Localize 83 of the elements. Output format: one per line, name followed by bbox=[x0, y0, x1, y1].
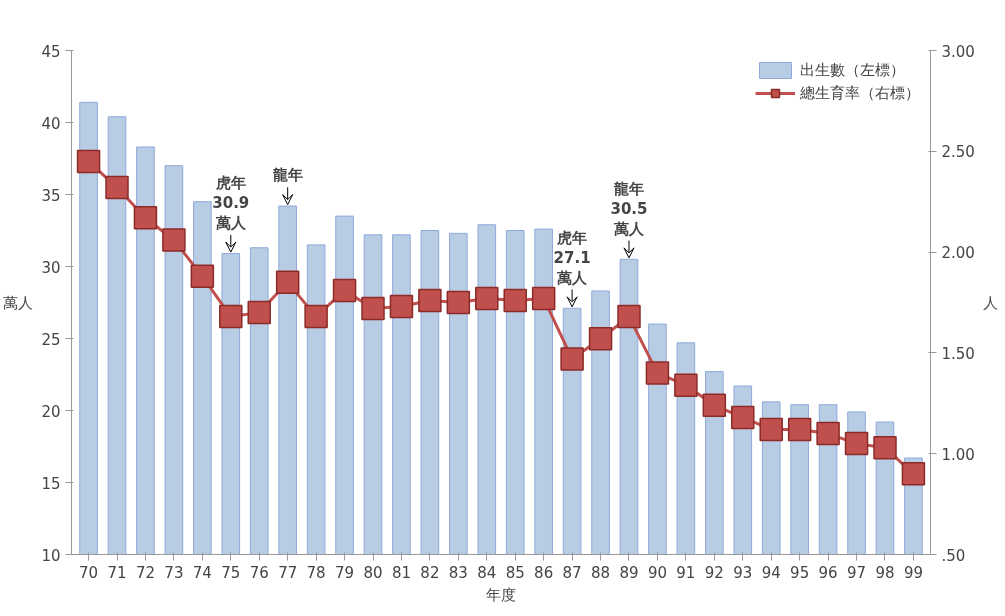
x-tick-label: 95 bbox=[790, 563, 810, 582]
y2-axis-title: 人 bbox=[982, 293, 998, 312]
point bbox=[702, 393, 727, 418]
x-tick-label: 89 bbox=[619, 563, 639, 582]
point bbox=[645, 361, 670, 385]
x-tick-label: 76 bbox=[249, 563, 269, 582]
point bbox=[816, 421, 840, 446]
y2-tick-label: 2.50 bbox=[941, 143, 975, 162]
point bbox=[475, 286, 499, 311]
y2-tick-label: 1.00 bbox=[941, 445, 975, 464]
x-tick-label: 88 bbox=[591, 563, 611, 582]
legend-label: 總生育率（右標） bbox=[800, 83, 920, 103]
annotation: 虎年 27.1 萬人 bbox=[553, 229, 591, 287]
x-tick-label: 90 bbox=[647, 563, 667, 582]
y-tick-label: 45 bbox=[41, 42, 61, 61]
point bbox=[389, 294, 414, 319]
point bbox=[105, 175, 129, 200]
x-tick-label: 96 bbox=[818, 563, 838, 582]
x-tick-label: 79 bbox=[335, 563, 355, 582]
point bbox=[418, 288, 442, 313]
x-tick-label: 82 bbox=[420, 563, 440, 582]
x-tick-label: 72 bbox=[135, 563, 155, 582]
x-tick-label: 91 bbox=[676, 563, 696, 582]
point bbox=[674, 373, 698, 397]
x-tick-label: 71 bbox=[107, 563, 127, 582]
y-tick-label: 25 bbox=[41, 330, 61, 349]
point bbox=[588, 327, 613, 351]
x-tick-label: 70 bbox=[79, 563, 99, 582]
x-tick-label: 97 bbox=[847, 563, 867, 582]
annotation: 虎年 30.9 萬人 bbox=[212, 174, 250, 232]
x-tick-label: 73 bbox=[164, 563, 184, 582]
x-tick-label: 87 bbox=[562, 563, 582, 582]
point bbox=[247, 300, 271, 325]
x-tick-label: 84 bbox=[477, 563, 497, 582]
y2-tick-label: .50 bbox=[941, 546, 966, 565]
y-tick-label: 35 bbox=[41, 186, 61, 205]
y-axis-title: 萬人 bbox=[3, 293, 34, 312]
y-tick-label: 20 bbox=[41, 402, 61, 421]
point bbox=[162, 228, 186, 252]
point bbox=[873, 435, 897, 460]
point bbox=[901, 462, 926, 486]
x-axis-title: 年度 bbox=[486, 585, 516, 604]
x-tick-label: 94 bbox=[761, 563, 781, 582]
x-tick-label: 81 bbox=[391, 563, 411, 582]
point bbox=[759, 417, 783, 442]
x-tick-label: 99 bbox=[903, 563, 923, 582]
point bbox=[503, 288, 527, 313]
x-tick-label: 75 bbox=[221, 563, 241, 582]
point bbox=[531, 286, 556, 311]
point bbox=[332, 278, 357, 303]
point bbox=[190, 264, 215, 289]
x-tick-label: 93 bbox=[733, 563, 753, 582]
point bbox=[76, 149, 101, 174]
x-tick-label: 85 bbox=[505, 563, 525, 582]
point bbox=[219, 304, 243, 329]
x-tick-label: 98 bbox=[875, 563, 895, 582]
x-tick-label: 74 bbox=[192, 563, 212, 582]
x-tick-label: 78 bbox=[306, 563, 326, 582]
x-tick-label: 86 bbox=[534, 563, 554, 582]
point bbox=[844, 431, 869, 456]
y-tick-label: 10 bbox=[41, 546, 61, 565]
y2-tick-label: 1.50 bbox=[941, 344, 975, 363]
annotation: 龍年 30.5 萬人 bbox=[610, 180, 648, 238]
point bbox=[446, 290, 471, 315]
y-tick-label: 40 bbox=[41, 114, 61, 133]
y-tick-label: 15 bbox=[41, 474, 61, 493]
point bbox=[560, 347, 584, 371]
x-tick-label: 77 bbox=[278, 563, 298, 582]
point bbox=[361, 296, 385, 321]
y2-tick-label: 2.00 bbox=[941, 244, 975, 263]
x-tick-label: 83 bbox=[448, 563, 468, 582]
point bbox=[787, 417, 812, 442]
x-tick-label: 80 bbox=[363, 563, 383, 582]
legend-label: 出生數（左標） bbox=[800, 60, 905, 80]
point bbox=[304, 304, 328, 329]
point bbox=[731, 405, 755, 430]
point bbox=[133, 206, 158, 230]
y2-tick-label: 3.00 bbox=[941, 42, 975, 61]
y-tick-label: 30 bbox=[41, 258, 61, 277]
point bbox=[275, 270, 300, 295]
point bbox=[617, 304, 641, 329]
x-tick-label: 92 bbox=[704, 563, 724, 582]
annotation: 龍年 bbox=[271, 166, 303, 185]
